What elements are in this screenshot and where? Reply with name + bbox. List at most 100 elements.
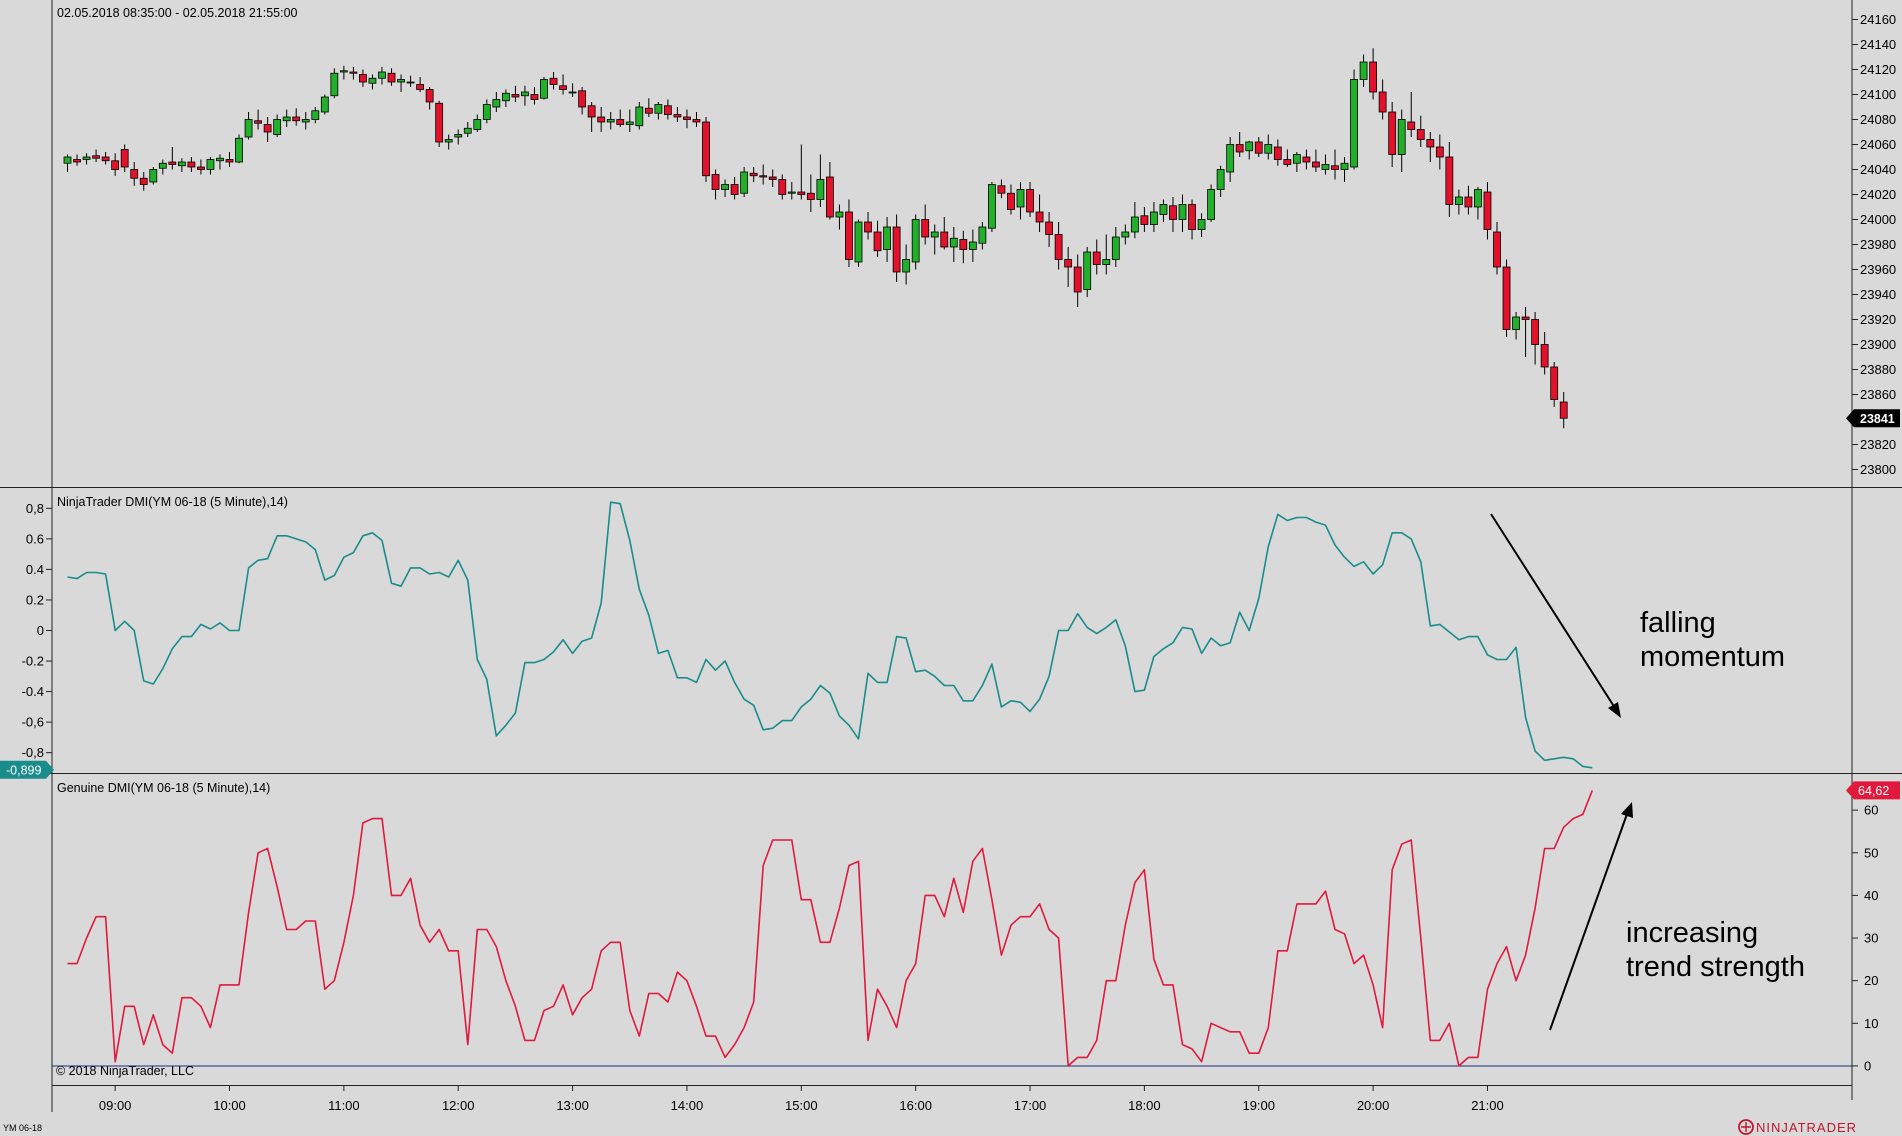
time-tick-label: 15:00 [785, 1098, 818, 1113]
candle-down [225, 159, 234, 163]
candle-up [330, 72, 339, 97]
candle-up [397, 79, 405, 83]
candle-down [1073, 266, 1082, 293]
candle-down [1435, 146, 1444, 158]
candle-down [263, 124, 272, 133]
candle-up [606, 119, 615, 123]
candle-up [206, 159, 215, 170]
candle-down [292, 116, 301, 122]
candle-down [797, 191, 806, 195]
candle-up [1512, 316, 1520, 330]
candle-up [406, 81, 415, 84]
candle-up [463, 127, 472, 134]
candle-down [1140, 215, 1149, 225]
candle-down [1169, 205, 1177, 220]
time-tick-label: 18:00 [1128, 1098, 1161, 1113]
candle-down [1531, 319, 1540, 345]
increasing-arrow-line [1549, 813, 1628, 1031]
dmi1-tick-label: -0,6 [22, 715, 44, 730]
candle-up [968, 241, 977, 250]
time-tick-label: 12:00 [442, 1098, 475, 1113]
candle-up [854, 221, 863, 263]
last-price-text: 23841 [1860, 412, 1895, 426]
price-tick-label: 24040 [1860, 162, 1896, 177]
price-tick-label: 24140 [1860, 37, 1896, 52]
candle-up [149, 169, 158, 183]
candle-down [168, 161, 177, 165]
dmi2-tick-label: 0 [1864, 1058, 1871, 1073]
candle-up [721, 184, 729, 190]
candle-down [759, 175, 768, 178]
price-tick-label: 24060 [1860, 137, 1896, 152]
candle-up [654, 104, 663, 114]
candle-up [158, 162, 167, 169]
candle-up [273, 119, 282, 135]
candle-up [521, 91, 529, 97]
candle-down [530, 94, 539, 100]
ninjatrader-logo: NINJATRADER [1738, 1119, 1857, 1135]
candle-down [616, 119, 625, 125]
annotation-falling: falling momentum [1490, 513, 1785, 718]
candle-down [1540, 344, 1549, 368]
candle-down [578, 90, 587, 108]
candle-up [988, 184, 996, 229]
dmi1-tick-label: 0.4 [26, 562, 44, 577]
price-tick-label: 24160 [1860, 12, 1896, 27]
candle-up [320, 96, 329, 113]
time-tick-label: 17:00 [1014, 1098, 1047, 1113]
candle-down [997, 185, 1006, 194]
candle-down [826, 176, 834, 218]
candle-up [473, 119, 482, 130]
candle-down [1521, 316, 1530, 320]
candle-up [1245, 141, 1254, 152]
candle-up [339, 70, 348, 73]
time-tick-label: 10:00 [213, 1098, 246, 1113]
candle-down [663, 105, 672, 115]
candle-up [1121, 231, 1130, 238]
candle-up [378, 71, 386, 79]
candle-down [435, 102, 444, 143]
copyright-text: © 2018 NinjaTrader, LLC [56, 1064, 194, 1078]
price-tick-label: 24080 [1860, 112, 1896, 127]
dmi1-tick-label: 0,8 [26, 501, 44, 516]
candle-up [1397, 119, 1406, 155]
falling-arrow-head-icon [1608, 702, 1621, 718]
candle-up [482, 104, 491, 120]
candle-up [1150, 211, 1158, 225]
candle-up [1197, 219, 1206, 230]
candle-up [568, 91, 577, 94]
candle-down [92, 155, 100, 159]
increasing-arrow-head-icon [1621, 802, 1633, 818]
candle-up [311, 110, 320, 120]
candle-down [111, 160, 120, 170]
candle-down [683, 116, 691, 120]
price-tick-label: 23920 [1860, 312, 1896, 327]
candle-down [1378, 91, 1387, 113]
brand-text: NINJATRADER [1756, 1120, 1857, 1135]
ninjatrader-dmi-title: NinjaTrader DMI(YM 06-18 (5 Minute),14) [57, 495, 288, 509]
dmi1-tick-label: 0.2 [26, 592, 44, 607]
candle-down [1550, 366, 1559, 400]
price-tick-label: 24020 [1860, 187, 1896, 202]
candle-up [1292, 154, 1301, 164]
candle-down [1502, 266, 1511, 330]
candle-up [368, 77, 377, 84]
candle-down [1369, 61, 1378, 93]
dmi2-last-text: 64,62 [1858, 784, 1889, 798]
candle-down [511, 94, 520, 98]
candle-down [673, 114, 682, 118]
dmi2-tick-label: 60 [1864, 803, 1878, 818]
candle-up [216, 157, 224, 162]
candle-down [597, 116, 606, 123]
candle-down [1445, 156, 1454, 205]
dmi1-tick-label: 0 [37, 623, 44, 638]
candle-up [1083, 251, 1092, 290]
candle-down [120, 149, 129, 168]
logo-mark-icon [1738, 1119, 1754, 1135]
logo-cross-icon [1741, 1122, 1751, 1132]
candle-down [73, 159, 81, 163]
candle-up [492, 99, 501, 108]
candle-down [1493, 231, 1501, 268]
candle-down [1464, 196, 1473, 208]
